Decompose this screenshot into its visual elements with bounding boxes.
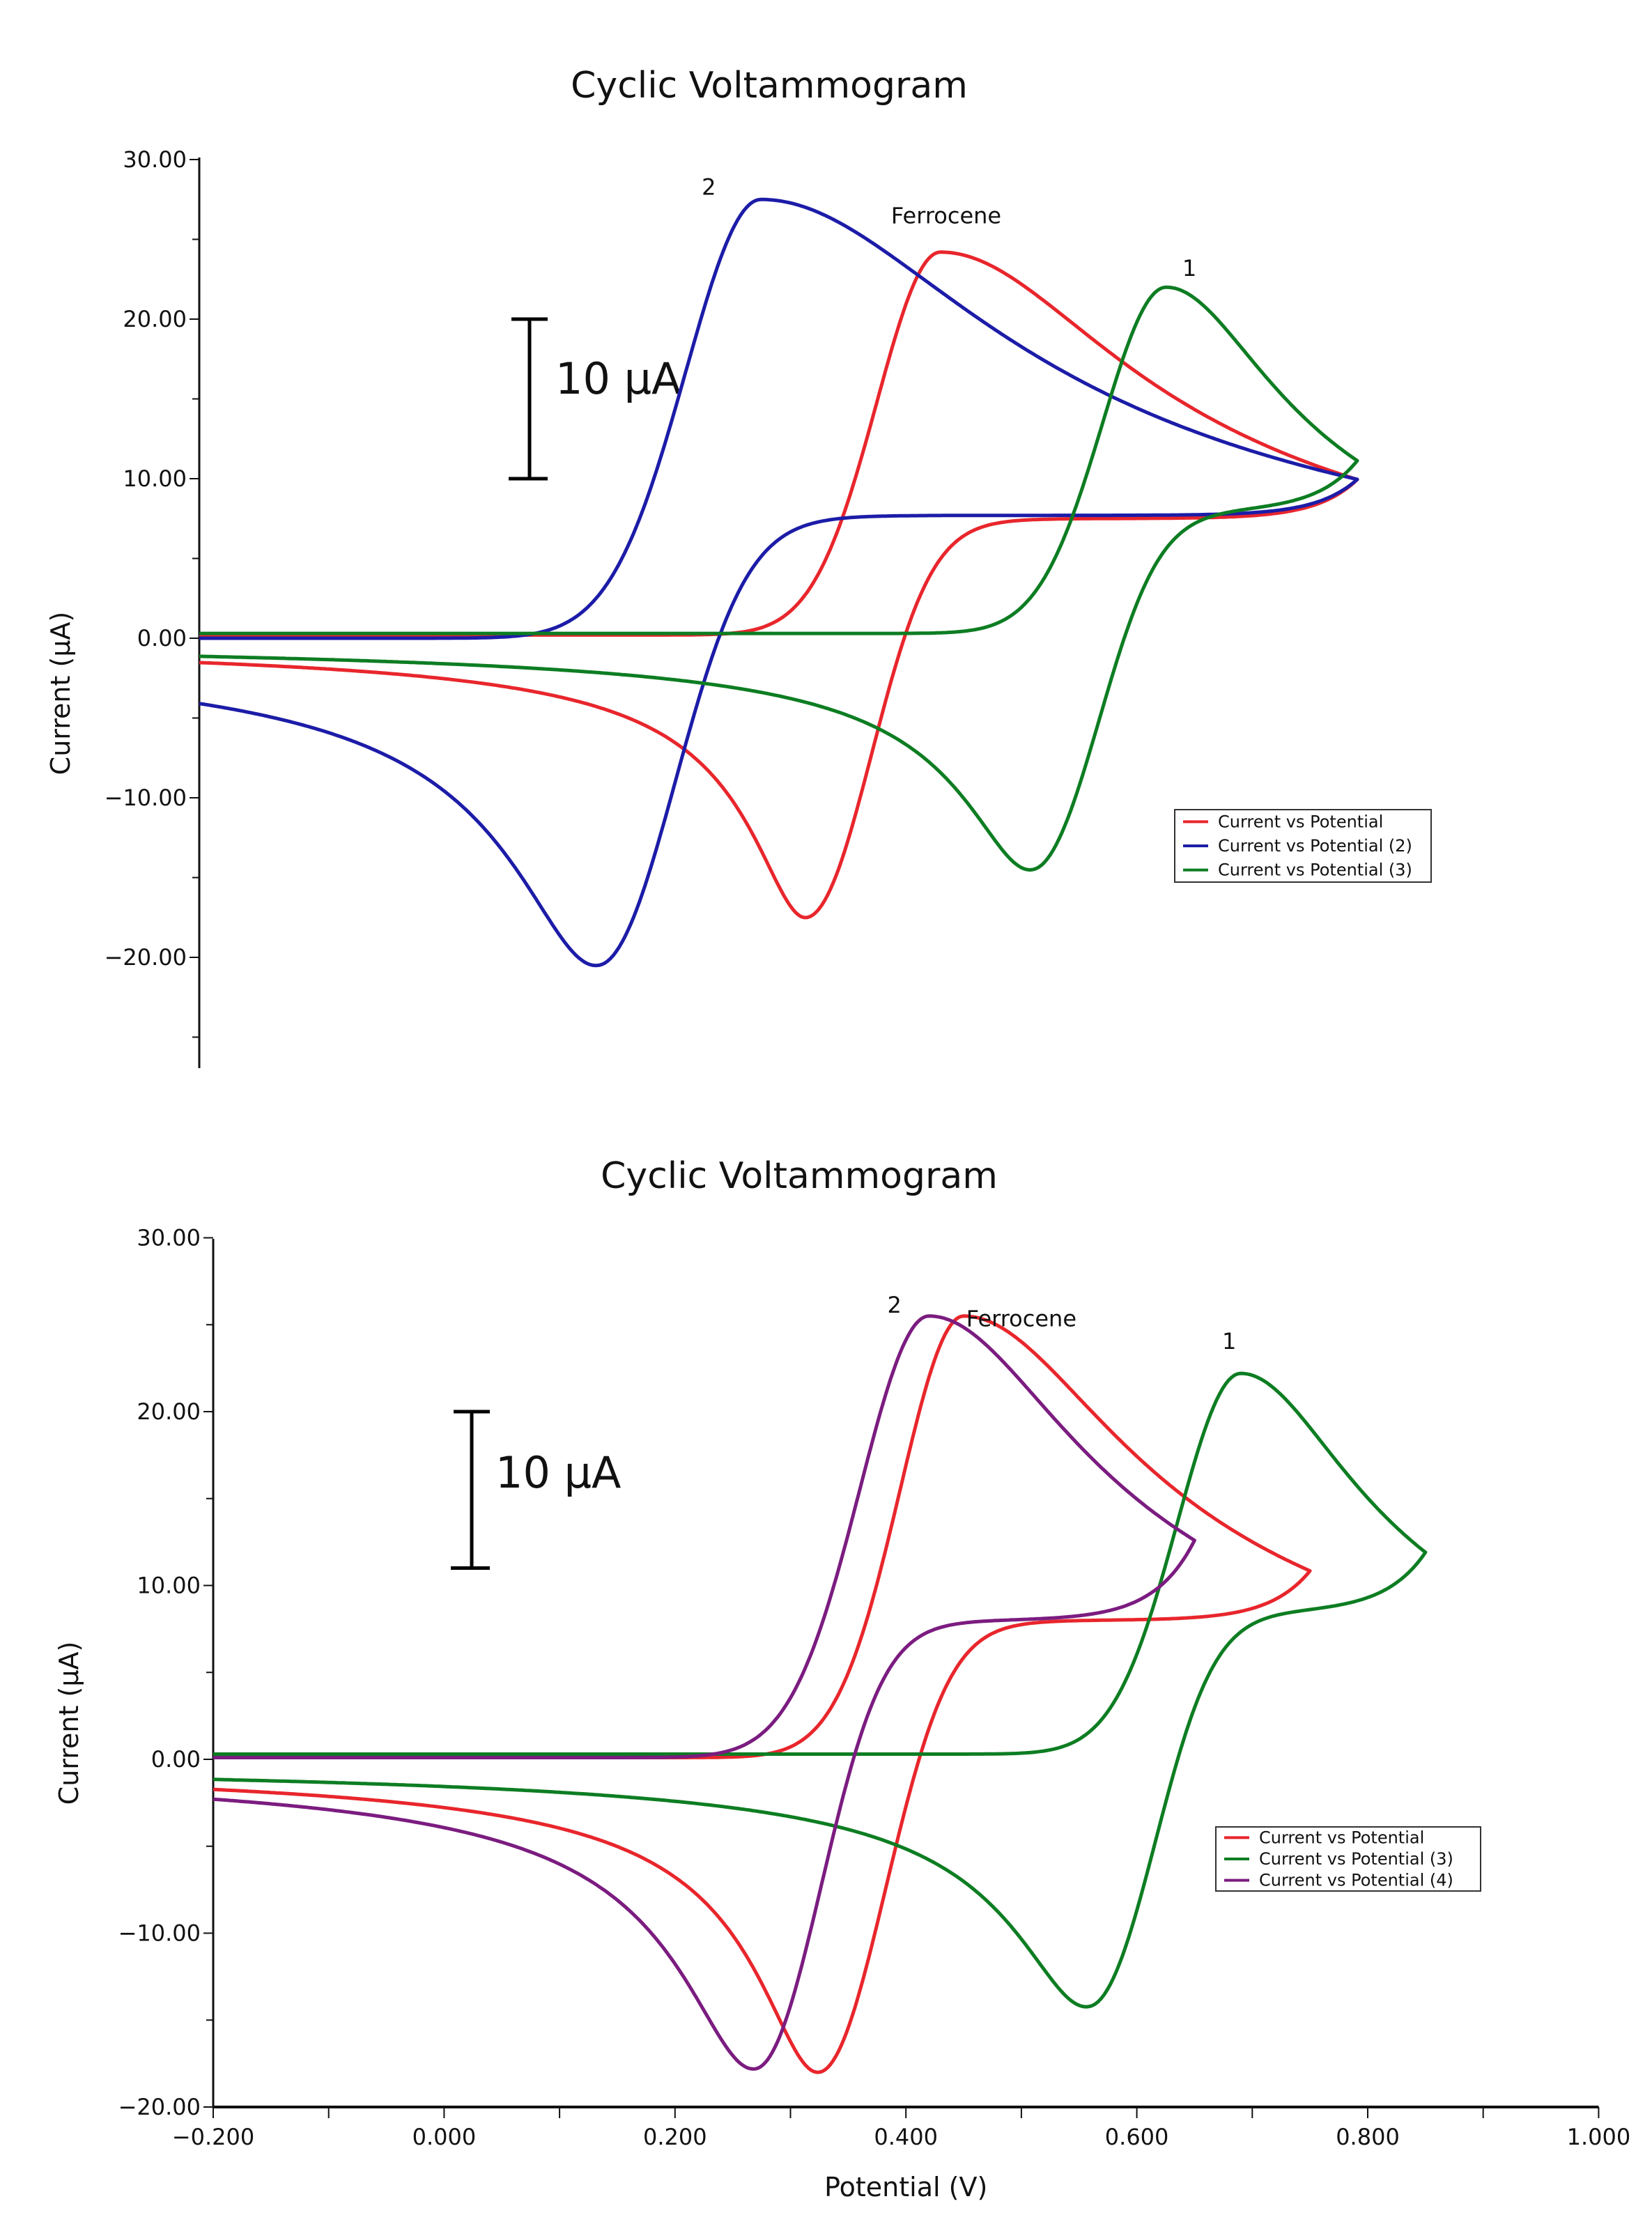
peak-annotation: 2 (887, 1292, 901, 1318)
series-line-3 (199, 285, 1359, 872)
chart-title: Cyclic Voltammogram (601, 1155, 998, 1197)
y-tick-label: 30.00 (137, 1225, 201, 1251)
x-axis-label: Potential (V) (824, 2172, 987, 2202)
x-tick-label: 0.000 (412, 2124, 477, 2150)
y-tick-label: −20.00 (105, 944, 187, 971)
legend: Current vs Potential Current vs Potential… (1174, 809, 1432, 883)
chart-title: Cyclic Voltammogram (571, 65, 968, 107)
legend-box (1215, 1826, 1481, 1892)
y-tick-label: 20.00 (137, 1398, 201, 1425)
x-tick-label: 0.800 (1336, 2124, 1400, 2150)
x-tick-label: 0.400 (874, 2124, 938, 2150)
y-axis-label: Current (μA) (45, 612, 76, 775)
legend-label: Current vs Potential (4) (1259, 1871, 1453, 1890)
y-tick-label: 10.00 (123, 465, 187, 492)
scale-bar: 10 μA (509, 317, 681, 481)
legend-label: Current vs Potential (2) (1218, 836, 1412, 856)
series-line-2 (213, 1371, 1428, 2009)
series-line-1 (213, 1314, 1312, 2074)
series-line-2 (199, 197, 1359, 968)
x-tick-label: 0.200 (643, 2124, 707, 2150)
legend-label: Current vs Potential (3) (1259, 1849, 1453, 1869)
legend-label: Current vs Potential (1218, 812, 1383, 831)
x-tick-label: 0.600 (1105, 2124, 1169, 2150)
y-tick-label: 0.00 (151, 1746, 201, 1773)
y-axis-label: Current (μA) (54, 1642, 84, 1805)
scale-bar-label: 10 μA (495, 1447, 621, 1498)
y-tick-label: 20.00 (123, 306, 187, 332)
legend: Current vs Potential Current vs Potential… (1215, 1826, 1481, 1892)
y-tick-label: −10.00 (118, 1920, 201, 1947)
y-tick-label: −20.00 (118, 2094, 201, 2120)
legend-label: Current vs Potential (3) (1218, 861, 1412, 880)
scale-bar-label: 10 μA (555, 353, 681, 404)
legend-box (1174, 809, 1432, 883)
peak-annotation: Ferrocene (966, 1306, 1076, 1332)
peak-annotation: Ferrocene (891, 203, 1001, 229)
y-tick-label: 30.00 (123, 146, 187, 173)
peak-annotation: 1 (1222, 1328, 1236, 1355)
x-tick-label: −0.200 (172, 2124, 254, 2150)
y-tick-label: −10.00 (105, 785, 187, 811)
y-tick-label: 0.00 (137, 625, 187, 651)
legend-label: Current vs Potential (1259, 1828, 1424, 1847)
x-tick-label: 1.000 (1567, 2124, 1631, 2150)
scale-bar: 10 μA (451, 1410, 621, 1571)
peak-annotation: 1 (1182, 255, 1196, 281)
peak-annotation: 2 (702, 173, 716, 200)
series-line-3 (213, 1314, 1196, 2071)
y-tick-label: 10.00 (137, 1573, 201, 1599)
